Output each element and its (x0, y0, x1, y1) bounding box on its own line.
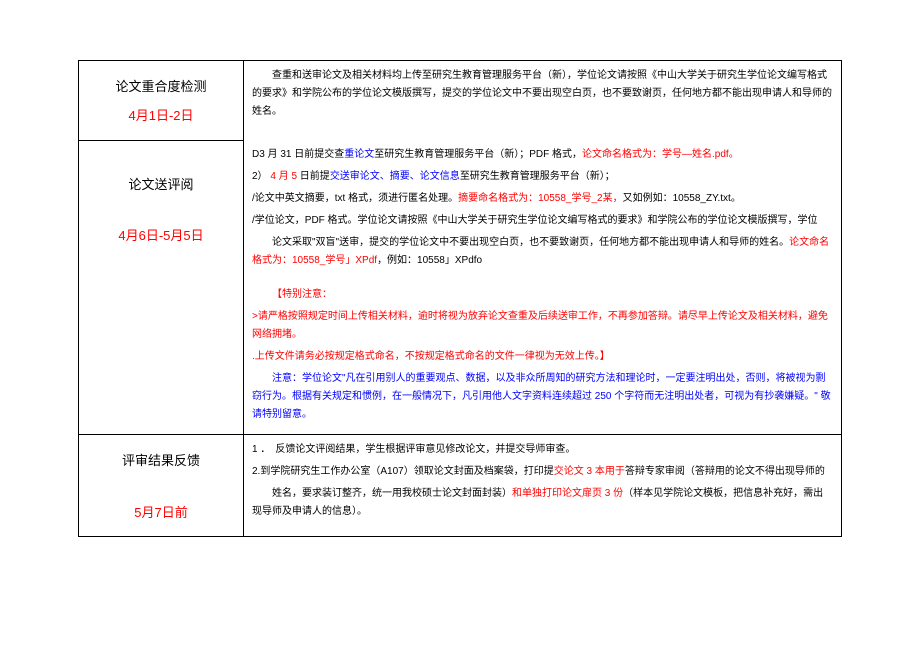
stage-content-feedback: 1 ． 反馈论文评阅结果，学生根据评审意见修改论文，并提交导师审查。2.到学院研… (244, 435, 842, 537)
stage-title: 论文送评阅 (87, 173, 235, 196)
schedule-table: 论文重合度检测 4月1日-2日查重和送审论文及相关材料均上传至研究生教育管理服务平… (78, 60, 842, 537)
stage-date: 4月1日-2日 (87, 104, 235, 127)
stage-title: 评审结果反馈 (87, 449, 235, 472)
stage-date: 5月7日前 (87, 501, 235, 524)
stage-date: 4月6日-5月5日 (87, 224, 235, 247)
stage-title: 论文重合度检测 (87, 75, 235, 98)
stage-cell-duplication-check: 论文重合度检测 4月1日-2日 (79, 61, 244, 141)
stage-content-notice: 【特别注意：>请严格按照规定时间上传相关材料，逾时将视为放弃论文查重及后续送审工… (244, 280, 842, 435)
stage-content-review: D3 月 31 日前提交查重论文至研究生教育管理服务平台（新）；PDF 格式，论… (244, 140, 842, 280)
stage-cell-feedback: 评审结果反馈 5月7日前 (79, 435, 244, 537)
stage-cell-review: 论文送评阅 4月6日-5月5日 (79, 140, 244, 435)
stage-content-duplication-check: 查重和送审论文及相关材料均上传至研究生教育管理服务平台（新），学位论文请按照《中… (244, 61, 842, 141)
